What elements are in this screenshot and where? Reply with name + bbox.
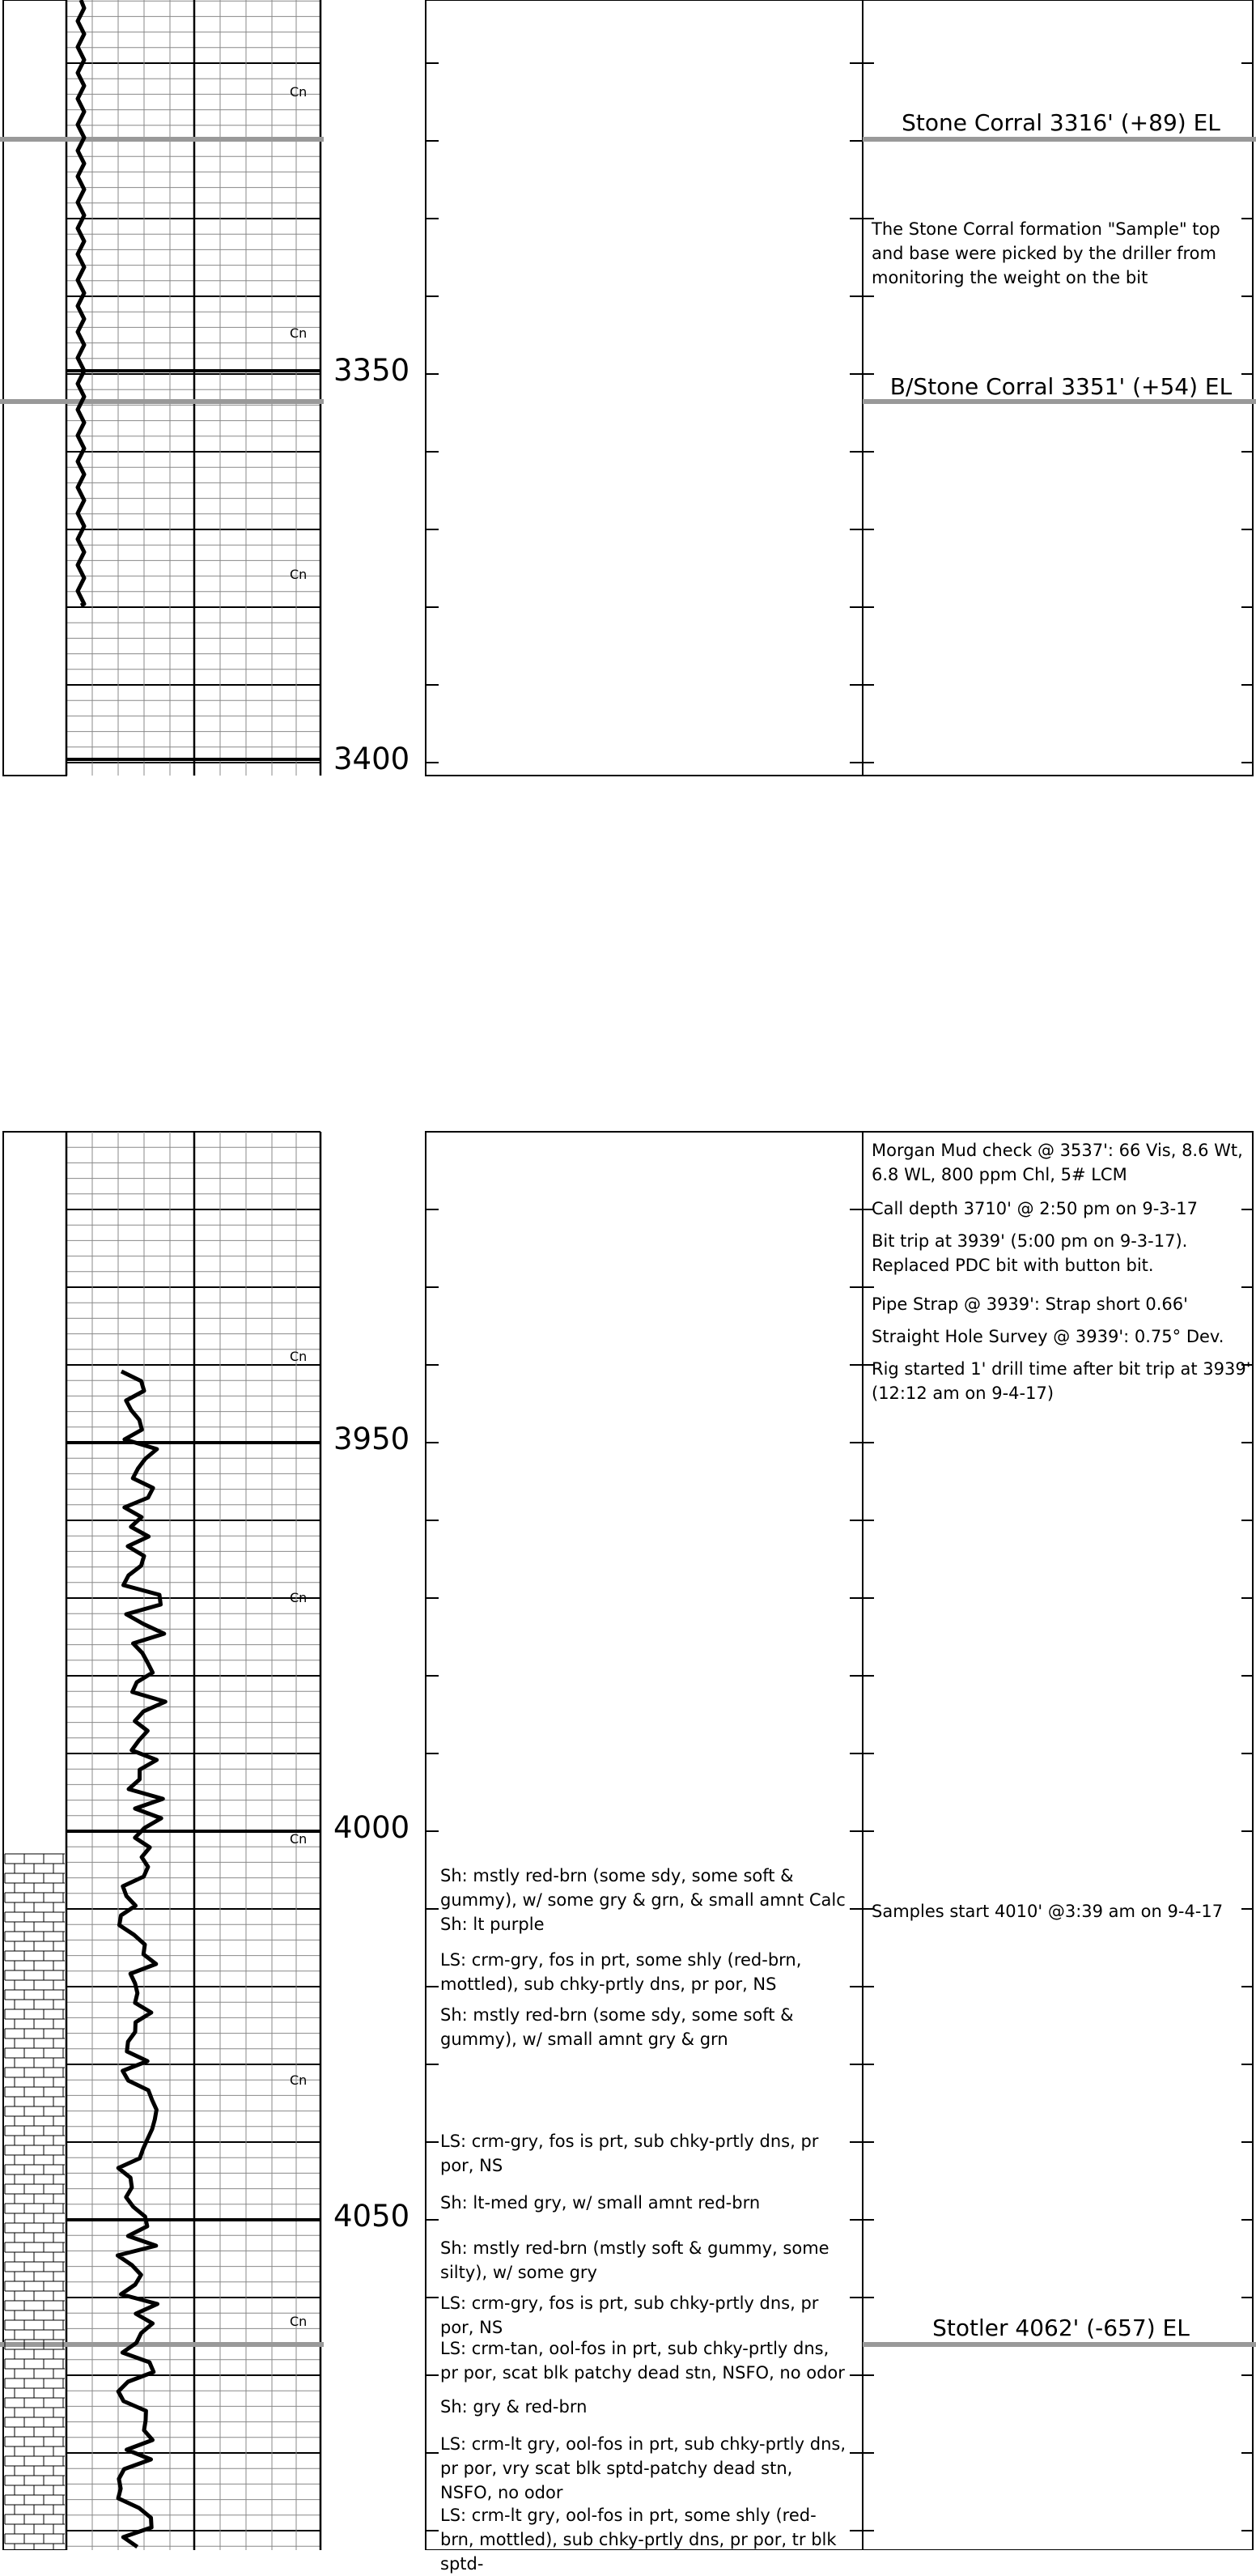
- gas-marker: Cn: [290, 567, 308, 582]
- lithology-description: Sh: mstly red-brn (some sdy, some soft &…: [440, 1866, 846, 1934]
- formation-top-stotler: Stotler 4062' (-657) EL: [932, 2315, 1190, 2341]
- description-track: [425, 0, 864, 776]
- gas-marker: Cn: [290, 2314, 308, 2329]
- drill-time-curve: [75, 0, 87, 608]
- lithology-description: LS: crm-lt gry, ool-fos in prt, sub chky…: [440, 2434, 846, 2502]
- lithology-column: [2, 1131, 67, 2550]
- lithology-description: Sh: mstly red-brn (mstly soft & gummy, s…: [440, 2238, 830, 2282]
- depth-label-3400: 3400: [333, 742, 410, 776]
- gas-marker: Cn: [290, 1349, 308, 1364]
- remarks-track: [862, 0, 1254, 776]
- gas-marker: Cn: [290, 84, 308, 100]
- gas-marker: Cn: [290, 325, 308, 341]
- lithology-description: Sh: mstly red-brn (some sdy, some soft &…: [440, 2005, 794, 2049]
- lithology-description: LS: crm-lt gry, ool-fos in prt, some shl…: [440, 2506, 837, 2574]
- drill-time-curve: [115, 1369, 168, 2549]
- lithology-description: LS: crm-gry, fos in prt, some shly (red-…: [440, 1950, 802, 1994]
- depth-label-3350: 3350: [333, 353, 410, 388]
- remark-call-depth: Call depth 3710' @ 2:50 pm on 9-3-17: [872, 1199, 1198, 1218]
- depth-label-4000: 4000: [333, 1810, 410, 1845]
- remark-hole-survey: Straight Hole Survey @ 3939': 0.75° Dev.: [872, 1327, 1224, 1346]
- lithology-description: Sh: lt-med gry, w/ small amnt red-brn: [440, 2193, 761, 2213]
- remark-samples-start: Samples start 4010' @3:39 am on 9-4-17: [872, 1902, 1224, 1921]
- gas-marker: Cn: [290, 1590, 308, 1605]
- formation-top-stone-corral: Stone Corral 3316' (+89) EL: [902, 109, 1220, 136]
- remark-mud-check: Morgan Mud check @ 3537': 66 Vis, 8.6 Wt…: [872, 1141, 1243, 1184]
- lithology-column: [2, 0, 67, 776]
- gas-marker: Cn: [290, 1831, 308, 1847]
- formation-top-b-stone-corral: B/Stone Corral 3351' (+54) EL: [889, 373, 1233, 400]
- depth-label-3950: 3950: [333, 1422, 410, 1456]
- lithology-description: LS: crm-gry, fos is prt, sub chky-prtly …: [440, 2132, 819, 2175]
- gas-marker: Cn: [290, 2072, 308, 2088]
- remarks-track: [862, 1131, 1254, 2550]
- remark-drill-time: Rig started 1' drill time after bit trip…: [872, 1359, 1251, 1403]
- remark-bit-trip: Bit trip at 3939' (5:00 pm on 9-3-17). R…: [872, 1231, 1188, 1275]
- lithology-description: Sh: gry & red-brn: [440, 2397, 588, 2417]
- depth-label-4050: 4050: [333, 2199, 410, 2234]
- lithology-description: LS: crm-gry, fos is prt, sub chky-prtly …: [440, 2293, 819, 2337]
- remark-pipe-strap: Pipe Strap @ 3939': Strap short 0.66': [872, 1294, 1188, 1314]
- lithology-description: LS: crm-tan, ool-fos in prt, sub chky-pr…: [440, 2339, 845, 2383]
- remark-stone-corral: The Stone Corral formation "Sample" top …: [872, 219, 1220, 287]
